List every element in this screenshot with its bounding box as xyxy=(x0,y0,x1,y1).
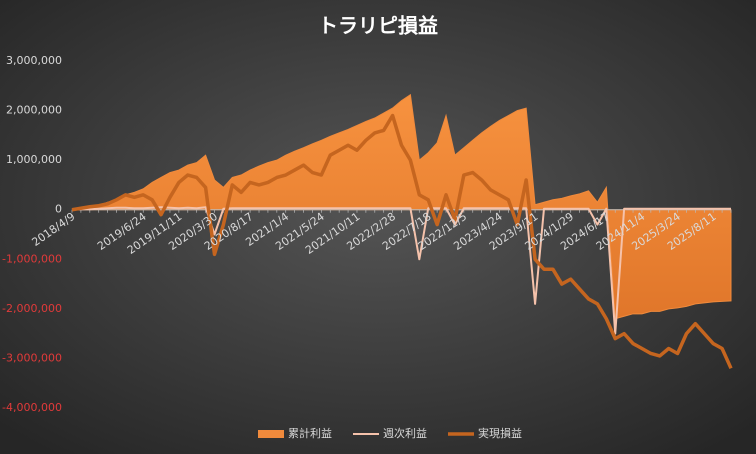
line-series xyxy=(71,206,731,335)
y-tick-label: 1,000,000 xyxy=(6,153,62,166)
y-tick-label: 2,000,000 xyxy=(6,104,62,117)
area-series xyxy=(71,93,732,320)
y-tick-label: 0 xyxy=(55,203,62,216)
y-tick-label: -3,000,000 xyxy=(2,351,62,364)
legend-label: 週次利益 xyxy=(383,426,427,440)
legend-label: 実現損益 xyxy=(478,426,522,440)
y-tick-label: -1,000,000 xyxy=(2,252,62,265)
y-tick-label: -4,000,000 xyxy=(2,401,62,414)
legend-label: 累計利益 xyxy=(288,426,332,440)
chart-title: トラリピ損益 xyxy=(318,14,438,38)
line-series xyxy=(71,113,733,370)
y-tick-label: 3,000,000 xyxy=(6,54,62,67)
y-tick-label: -2,000,000 xyxy=(2,302,62,315)
legend-swatch xyxy=(258,430,284,438)
